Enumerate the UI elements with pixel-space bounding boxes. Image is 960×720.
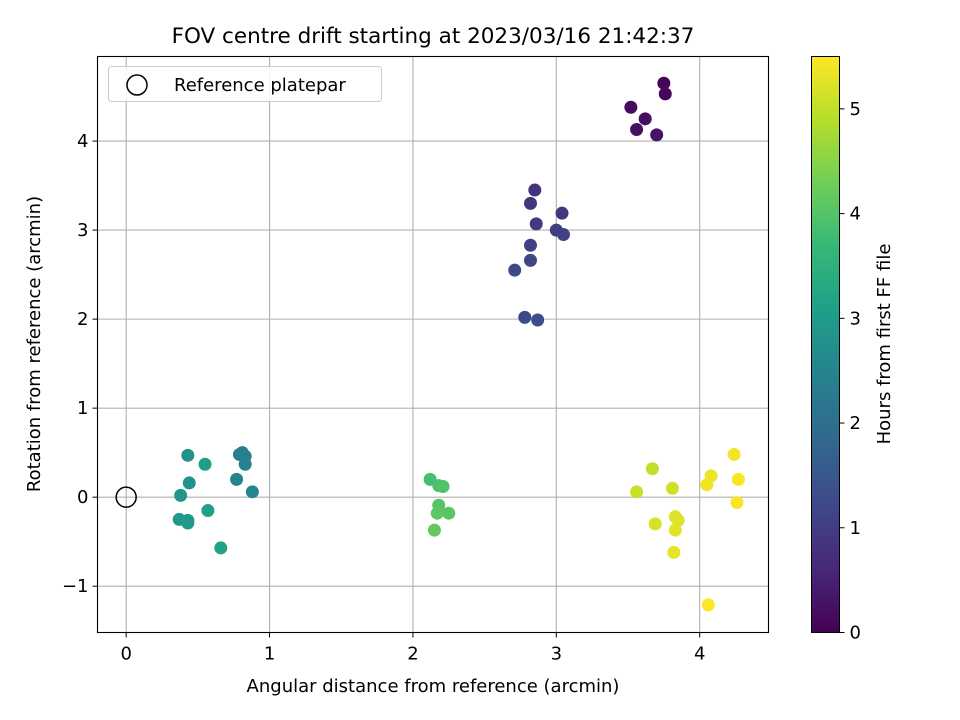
colorbar-tick-label: 1 <box>850 518 861 539</box>
data-point <box>508 263 522 277</box>
y-tick-label: 2 <box>77 309 88 330</box>
x-tick-label: 0 <box>120 644 131 665</box>
x-tick-label: 2 <box>407 644 418 665</box>
data-point <box>181 448 195 462</box>
data-point <box>657 76 671 90</box>
data-point <box>630 485 644 499</box>
data-point <box>668 523 682 537</box>
y-tick-label: 3 <box>77 220 88 241</box>
data-point <box>671 513 685 527</box>
data-point <box>556 228 570 242</box>
colorbar-label: Hours from first FF file <box>874 244 895 445</box>
colorbar-tick-label: 4 <box>850 204 861 225</box>
data-point <box>436 479 450 493</box>
y-tick-label: 4 <box>77 131 88 152</box>
data-point <box>648 517 662 531</box>
data-point <box>523 253 537 267</box>
data-point <box>430 506 444 520</box>
data-point <box>529 217 543 231</box>
reference-point <box>115 486 137 508</box>
data-point <box>700 478 714 492</box>
legend: Reference platepar <box>108 66 382 102</box>
x-tick-label: 3 <box>551 644 562 665</box>
legend-marker <box>126 74 148 96</box>
y-tick-label: −1 <box>62 576 89 597</box>
chart-title: FOV centre drift starting at 2023/03/16 … <box>172 24 695 49</box>
x-axis-ticks: 0 1 2 3 4 <box>120 632 705 665</box>
colorbar-tick-label: 5 <box>850 99 861 120</box>
data-point <box>638 112 652 126</box>
colorbar: 0 1 2 3 4 5 Hours from first FF file <box>811 56 895 644</box>
data-point <box>555 206 569 220</box>
data-point <box>245 485 259 499</box>
data-point <box>201 504 215 518</box>
y-axis-label: Rotation from reference (arcmin) <box>24 196 45 492</box>
data-point <box>667 545 681 559</box>
colorbar-ticks: 0 1 2 3 4 5 <box>839 99 861 644</box>
colorbar-tick-label: 2 <box>850 413 861 434</box>
y-tick-label: 0 <box>77 487 88 508</box>
colorbar-tick-label: 3 <box>850 308 861 329</box>
data-point <box>518 310 532 324</box>
legend-label: Reference platepar <box>174 75 346 96</box>
data-point <box>531 313 545 327</box>
data-point <box>701 598 715 612</box>
data-point <box>238 457 252 471</box>
data-point <box>182 476 196 490</box>
data-point <box>665 481 679 495</box>
plot-frame <box>96 55 770 634</box>
data-point <box>727 447 741 461</box>
y-tick-label: 1 <box>77 398 88 419</box>
x-tick-label: 1 <box>264 644 275 665</box>
data-point <box>630 123 644 137</box>
x-axis-label: Angular distance from reference (arcmin) <box>247 676 620 697</box>
colorbar-gradient <box>811 56 840 633</box>
data-point <box>645 462 659 476</box>
data-point <box>198 457 212 471</box>
data-point <box>174 488 188 502</box>
data-point <box>650 128 664 142</box>
data-points <box>172 76 745 612</box>
data-point <box>427 523 441 537</box>
data-point <box>523 196 537 210</box>
data-point <box>214 541 228 555</box>
data-point <box>442 506 456 520</box>
colorbar-tick-label: 0 <box>850 623 861 644</box>
data-point <box>523 238 537 252</box>
data-point <box>730 496 744 510</box>
data-point <box>624 100 638 114</box>
data-point <box>731 472 745 486</box>
y-axis-ticks: −1 0 1 2 3 4 <box>62 131 98 597</box>
data-point <box>658 87 672 101</box>
data-point <box>181 516 195 530</box>
reference-platepar-marker <box>115 486 137 508</box>
data-point <box>230 472 244 486</box>
x-tick-label: 4 <box>694 644 705 665</box>
legend-box <box>108 66 382 102</box>
data-point <box>528 183 542 197</box>
